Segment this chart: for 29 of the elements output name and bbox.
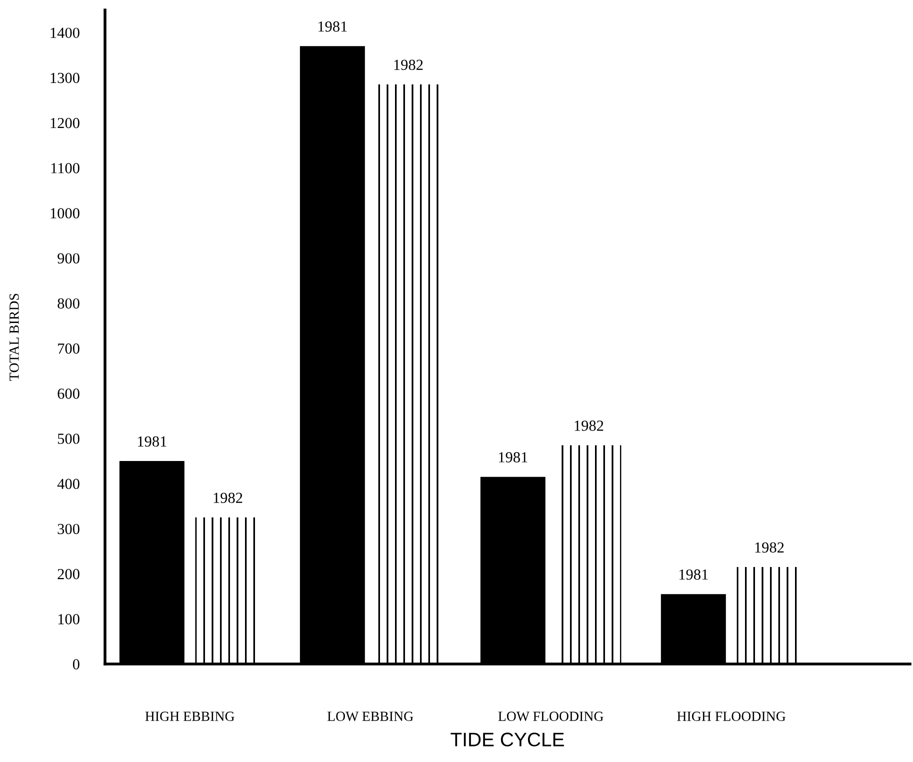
y-tick-label: 1100 xyxy=(51,163,80,174)
x-tick-label: HIGH EBBING xyxy=(145,712,234,721)
x-tick-label: LOW FLOODING xyxy=(498,712,604,722)
text: 1981 xyxy=(679,569,708,580)
y-tick-label: 300 xyxy=(58,524,80,534)
x-tick-label: LOW EBBING xyxy=(327,712,414,722)
y-tick-label: 700 xyxy=(58,343,80,354)
text: 1982 xyxy=(574,420,604,431)
y-tick-label: 200 xyxy=(58,568,80,580)
y-tick-label: 1200 xyxy=(50,118,80,128)
x-tick-label: HIGH FLOODING xyxy=(677,712,786,721)
y-tick-label: 1400 xyxy=(50,28,80,38)
x-axis-title: TIDE CYCLE xyxy=(450,732,564,746)
y-tick-label: 0 xyxy=(72,659,80,670)
series-label: 1981 xyxy=(498,452,528,462)
y-tick-label: 1000 xyxy=(50,208,80,218)
y-tick-label: 1300 xyxy=(50,72,80,84)
y-tick-label: 600 xyxy=(58,388,80,399)
y-tick-label: 100 xyxy=(58,614,80,624)
y-tick-label: 400 xyxy=(57,478,80,490)
text: 1981 xyxy=(318,21,347,32)
y-tick-label: 500 xyxy=(58,434,80,444)
y-tick-label: 900 xyxy=(58,253,80,264)
text: 1982 xyxy=(394,60,423,70)
text: 1981 xyxy=(138,436,166,447)
y-tick-label: 800 xyxy=(58,298,80,309)
series-label: 1982 xyxy=(214,492,242,504)
y-axis-title: TOTAL BIRDS xyxy=(10,294,19,381)
text: 1982 xyxy=(755,542,784,553)
